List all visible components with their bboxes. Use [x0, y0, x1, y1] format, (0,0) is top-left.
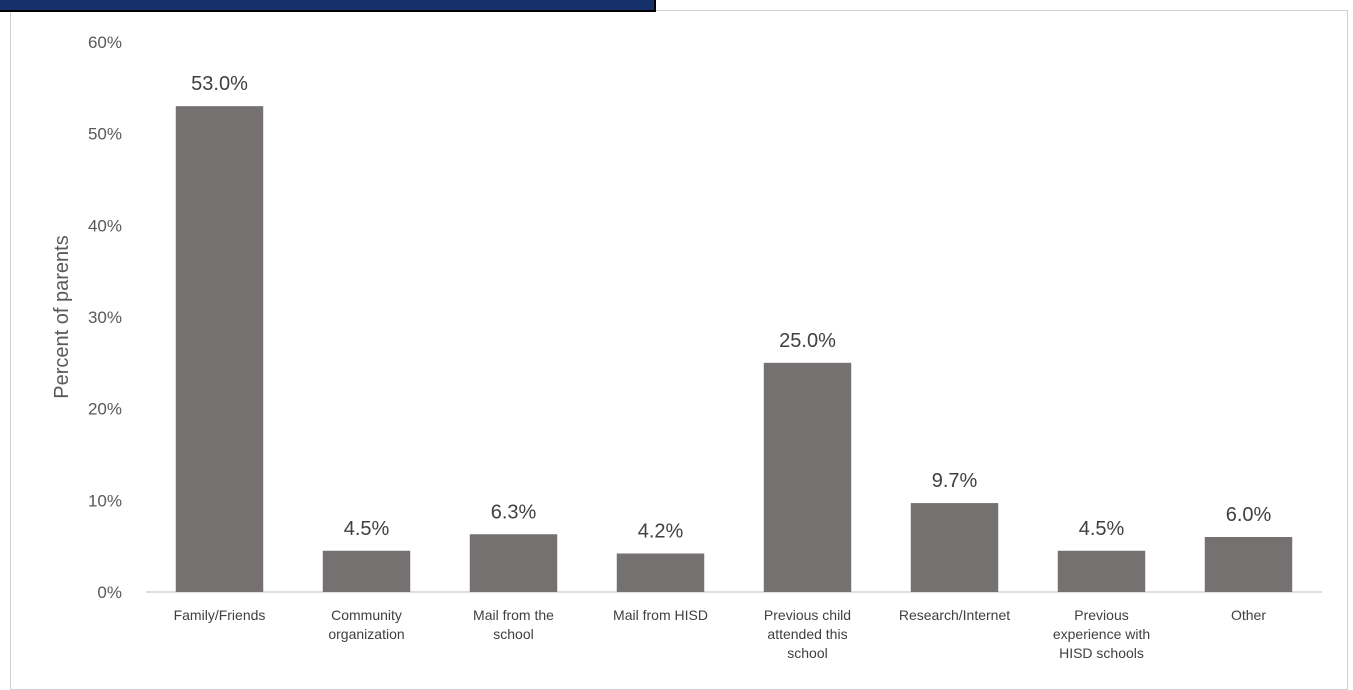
y-tick-label: 50%: [88, 125, 122, 144]
category-label: Other: [1231, 607, 1266, 623]
y-tick-label: 20%: [88, 400, 122, 419]
data-label: 4.5%: [1079, 518, 1125, 540]
bar: [763, 362, 852, 592]
y-tick-label: 30%: [88, 308, 122, 327]
category-label: Previous experience with HISD schools: [1053, 607, 1150, 661]
bar: [322, 550, 411, 592]
bar: [616, 553, 705, 592]
category-label: Community organization: [328, 607, 404, 642]
y-tick-label: 10%: [88, 491, 122, 510]
data-label: 6.0%: [1226, 504, 1272, 526]
data-label: 4.2%: [638, 521, 684, 543]
header-bar: [0, 0, 656, 12]
y-tick-label: 40%: [88, 216, 122, 235]
data-label: 53.0%: [191, 73, 248, 95]
bar: [1057, 550, 1146, 592]
bar: [175, 106, 264, 593]
y-tick-label: 0%: [97, 583, 122, 602]
data-label: 25.0%: [779, 330, 836, 352]
y-tick-label: 60%: [88, 33, 122, 52]
category-label: Mail from HISD: [613, 607, 708, 623]
bar: [469, 534, 558, 592]
bar: [1204, 537, 1293, 592]
y-axis-title: Percent of parents: [51, 235, 73, 398]
data-label: 6.3%: [491, 501, 537, 523]
category-label: Previous child attended this school: [764, 607, 851, 661]
category-label: Mail from the school: [473, 607, 554, 642]
data-label: 9.7%: [932, 470, 978, 492]
category-label: Research/Internet: [899, 607, 1010, 623]
bar: [910, 503, 999, 592]
data-label: 4.5%: [344, 518, 390, 540]
category-label: Family/Friends: [174, 607, 266, 623]
